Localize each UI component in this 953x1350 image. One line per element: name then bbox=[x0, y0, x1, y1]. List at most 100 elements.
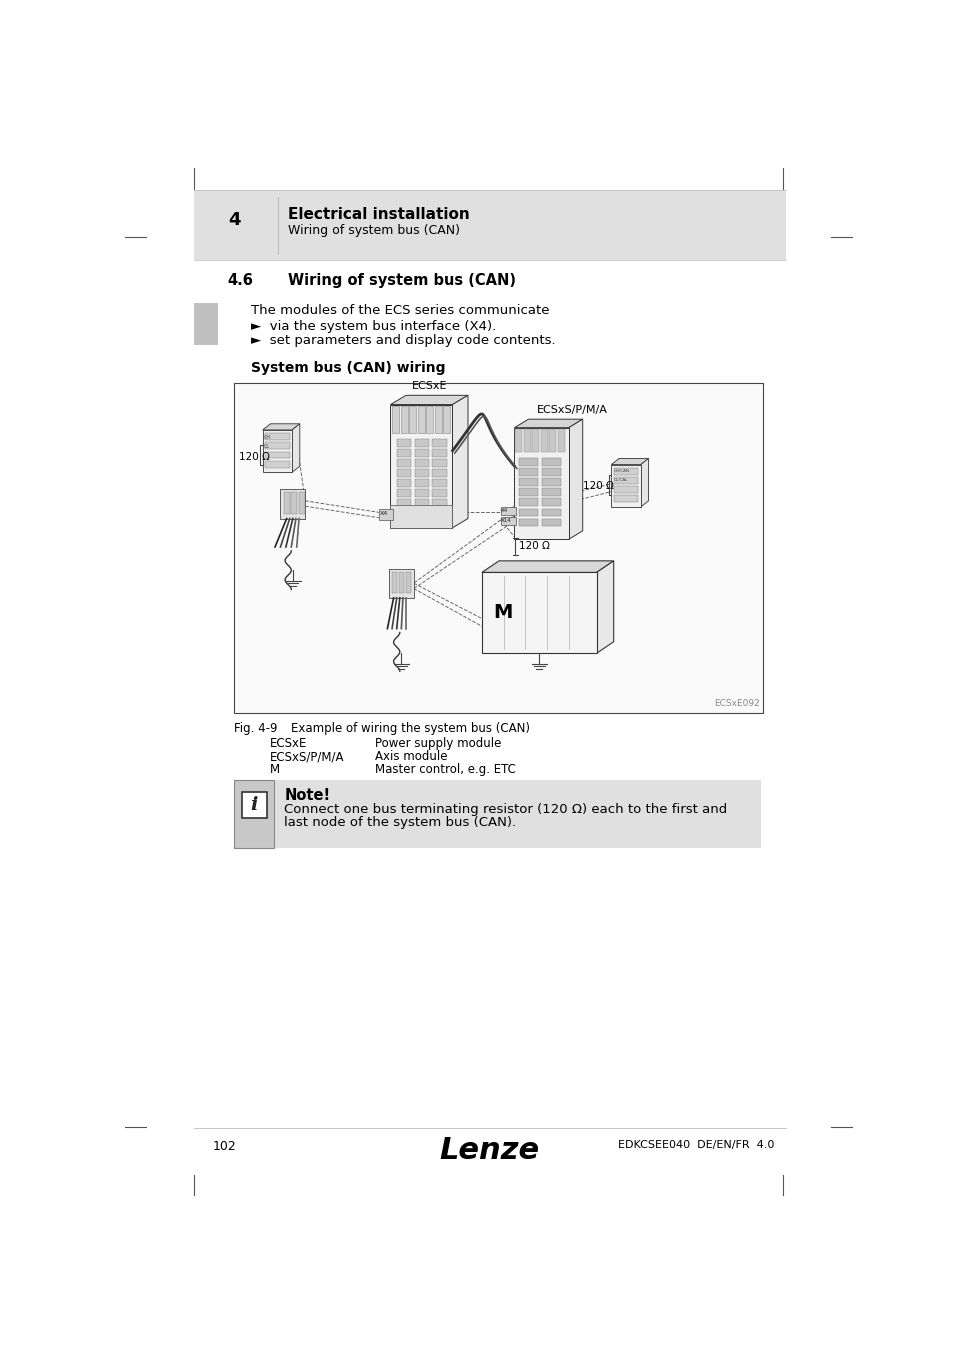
Bar bbox=[415, 509, 429, 517]
Bar bbox=[542, 478, 560, 486]
Bar bbox=[406, 571, 411, 593]
Bar bbox=[396, 479, 411, 487]
Bar bbox=[396, 450, 411, 456]
Bar bbox=[415, 459, 429, 467]
Text: Wiring of system bus (CAN): Wiring of system bus (CAN) bbox=[288, 273, 516, 288]
Polygon shape bbox=[481, 560, 613, 572]
Polygon shape bbox=[292, 424, 299, 472]
Bar bbox=[392, 406, 398, 433]
Bar bbox=[432, 509, 447, 517]
Text: Axis module: Axis module bbox=[375, 751, 447, 763]
Text: ►  via the system bus interface (X4).: ► via the system bus interface (X4). bbox=[251, 320, 496, 333]
Polygon shape bbox=[640, 459, 648, 508]
Bar bbox=[396, 470, 411, 477]
Bar bbox=[549, 429, 556, 452]
Polygon shape bbox=[452, 396, 468, 528]
Bar bbox=[432, 459, 447, 467]
Bar bbox=[233, 780, 274, 848]
Bar bbox=[409, 406, 416, 433]
Bar bbox=[233, 780, 760, 848]
Text: last node of the system bus (CAN).: last node of the system bus (CAN). bbox=[284, 817, 516, 829]
Text: X4: X4 bbox=[379, 510, 388, 516]
Bar bbox=[613, 467, 638, 475]
Bar bbox=[558, 429, 564, 452]
Bar bbox=[611, 464, 640, 508]
Polygon shape bbox=[568, 420, 582, 539]
Text: The modules of the ECS series communicate: The modules of the ECS series communicat… bbox=[251, 304, 549, 317]
Text: 4: 4 bbox=[228, 211, 240, 228]
Bar bbox=[432, 500, 447, 508]
Text: 4.6: 4.6 bbox=[228, 273, 253, 288]
Text: Lenze: Lenze bbox=[438, 1137, 538, 1165]
Text: ECSxS/P/M/A: ECSxS/P/M/A bbox=[536, 405, 607, 414]
Bar bbox=[291, 493, 297, 514]
Text: Master control, e.g. ETC: Master control, e.g. ETC bbox=[375, 763, 516, 776]
Bar bbox=[390, 505, 452, 528]
Bar bbox=[415, 439, 429, 447]
Bar bbox=[194, 190, 785, 259]
Text: X14: X14 bbox=[500, 517, 512, 522]
Polygon shape bbox=[390, 396, 468, 405]
Bar bbox=[415, 479, 429, 487]
Bar bbox=[518, 498, 537, 506]
Text: Connect one bus terminating resistor (120 Ω) each to the first and: Connect one bus terminating resistor (12… bbox=[284, 803, 727, 817]
Bar bbox=[415, 450, 429, 456]
Bar bbox=[265, 443, 290, 450]
Bar bbox=[396, 509, 411, 517]
Text: ECSxE: ECSxE bbox=[411, 381, 447, 390]
Bar bbox=[417, 406, 424, 433]
Bar bbox=[432, 450, 447, 456]
Text: Electrical installation: Electrical installation bbox=[288, 207, 470, 221]
Text: 102: 102 bbox=[212, 1139, 235, 1153]
Bar bbox=[435, 406, 441, 433]
Bar bbox=[613, 477, 638, 483]
Text: M: M bbox=[493, 603, 512, 622]
Bar bbox=[298, 493, 305, 514]
Polygon shape bbox=[611, 459, 648, 464]
Text: Fig. 4-9: Fig. 4-9 bbox=[233, 722, 277, 734]
Bar bbox=[280, 489, 305, 518]
Bar bbox=[518, 459, 537, 466]
Text: Example of wiring the system bus (CAN): Example of wiring the system bus (CAN) bbox=[291, 722, 530, 734]
Bar bbox=[523, 429, 530, 452]
Bar bbox=[432, 470, 447, 477]
Text: System bus (CAN) wiring: System bus (CAN) wiring bbox=[251, 360, 445, 375]
Text: CH/CAN: CH/CAN bbox=[613, 470, 629, 474]
Bar bbox=[241, 792, 266, 818]
Bar bbox=[390, 405, 452, 528]
Bar bbox=[542, 509, 560, 516]
Bar bbox=[514, 428, 568, 539]
Bar bbox=[265, 460, 290, 467]
Bar bbox=[396, 500, 411, 508]
Bar bbox=[540, 429, 547, 452]
Bar bbox=[432, 489, 447, 497]
Bar bbox=[378, 509, 393, 520]
Bar bbox=[518, 509, 537, 516]
Bar bbox=[432, 439, 447, 447]
Text: ECSxE: ECSxE bbox=[270, 737, 308, 751]
Bar bbox=[426, 406, 433, 433]
Text: ECSxE092: ECSxE092 bbox=[713, 699, 759, 707]
Bar bbox=[613, 495, 638, 502]
Bar bbox=[233, 383, 762, 713]
Polygon shape bbox=[514, 420, 582, 428]
Text: ECSxS/P/M/A: ECSxS/P/M/A bbox=[270, 751, 345, 763]
Text: 120 Ω: 120 Ω bbox=[518, 541, 550, 551]
Bar bbox=[415, 500, 429, 508]
Text: Note!: Note! bbox=[284, 788, 330, 803]
Text: CL: CL bbox=[264, 444, 270, 448]
Text: ►  set parameters and display code contents.: ► set parameters and display code conten… bbox=[251, 335, 555, 347]
Text: 120 Ω: 120 Ω bbox=[239, 452, 270, 462]
Bar bbox=[396, 459, 411, 467]
Bar bbox=[518, 518, 537, 526]
Bar bbox=[283, 493, 290, 514]
Bar bbox=[542, 498, 560, 506]
Bar bbox=[400, 406, 407, 433]
Bar bbox=[613, 486, 638, 493]
Text: X4: X4 bbox=[500, 508, 508, 513]
Bar bbox=[542, 518, 560, 526]
Text: 120 Ω: 120 Ω bbox=[582, 481, 613, 491]
Bar bbox=[500, 517, 516, 525]
Bar bbox=[432, 479, 447, 487]
Bar bbox=[389, 568, 414, 598]
